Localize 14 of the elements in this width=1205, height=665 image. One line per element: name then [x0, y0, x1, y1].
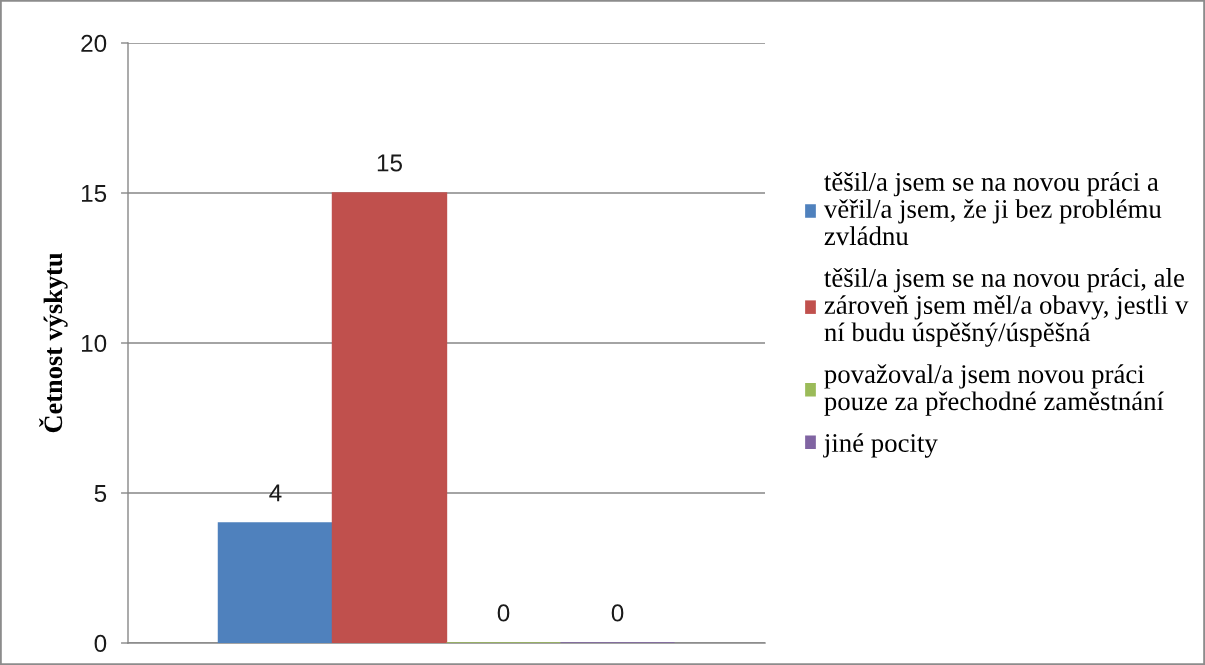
legend-label: považoval/a jsem novou práci pouze za přechodné zaměstnání [824, 364, 1164, 416]
data-label: 0 [611, 604, 624, 622]
y-tick-label: 10 [81, 334, 107, 353]
legend-label: těšil/a jsem se na novou práci a věřil/a jsem, že ji bez problému zvládnu [823, 171, 1162, 246]
y-tick-label: 15 [81, 185, 107, 203]
data-label: 15 [377, 154, 402, 172]
legend-label: těšil/a jsem se na novou práci, ale zároveň jsem měl/a obavy, jestli v ní budu úspěšný/úspěšná [824, 268, 1189, 347]
y-axis-title: Četnost výskytu [39, 253, 68, 433]
data-label: 0 [497, 604, 510, 622]
y-tick-label: 20 [81, 34, 107, 53]
data-label: 4 [269, 484, 282, 502]
y-tick-label: 5 [94, 485, 107, 503]
y-tick-label: 0 [94, 634, 107, 653]
legend-label: jiné pocity [823, 433, 938, 458]
